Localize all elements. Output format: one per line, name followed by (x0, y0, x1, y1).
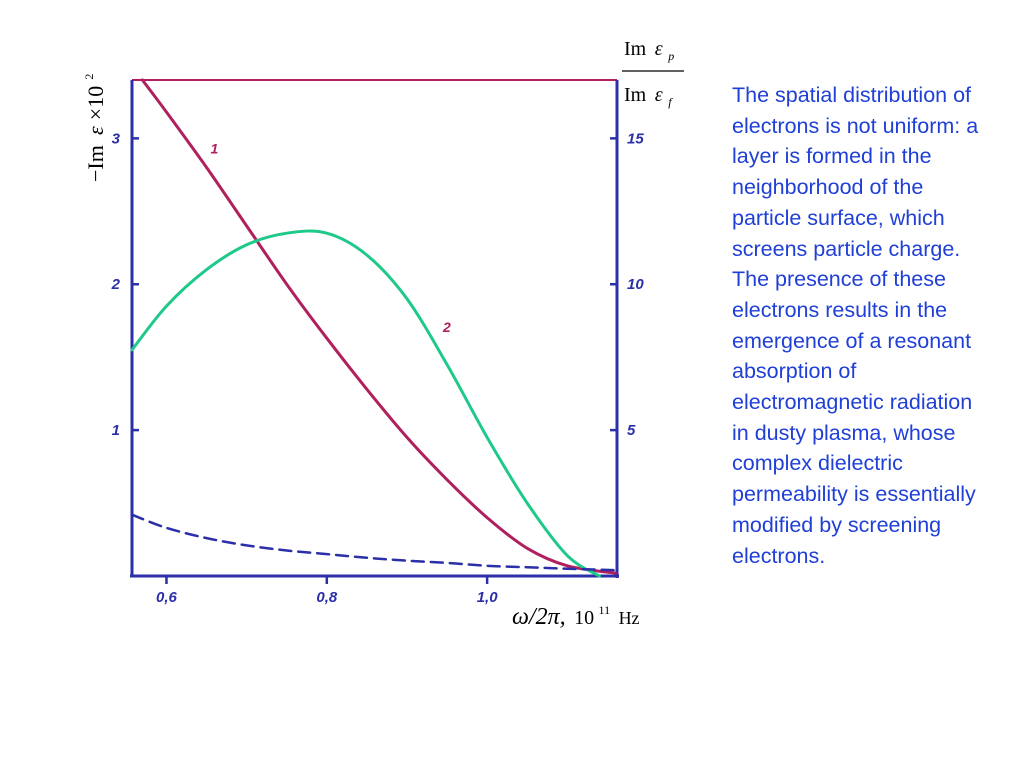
series-line-1 (140, 78, 617, 575)
y-right-tick-label-1: 10 (627, 276, 644, 293)
y-right-tick-label-0: 5 (627, 422, 636, 439)
description-text: The spatial distribution of electrons is… (732, 83, 979, 568)
ylabel-right-den-sub: f (668, 95, 673, 109)
y-axis-left-label: −Im ε ×10 2 (82, 74, 108, 182)
ylabel-left-prefix: −Im (83, 145, 108, 182)
x-tick-label-2: 1,0 (477, 589, 499, 606)
xlabel-exponent: 11 (599, 603, 611, 617)
x-axis-label: ω/2π, 10 11 Hz (512, 601, 640, 630)
y-axis-right-label: Im ε p Im ε f (622, 38, 684, 109)
series-line-2 (130, 229, 601, 578)
xlabel-unit: Hz (619, 608, 640, 628)
y-left-tick-label-1: 2 (111, 276, 121, 293)
svg-text:Im ε p: Im ε p (624, 38, 674, 63)
xlabel-base: 10 (574, 607, 594, 629)
ticks-layer: 0,6 0,8 1,0 1 2 3 5 10 15 (111, 130, 645, 606)
ylabel-left-times: ×10 (83, 86, 108, 120)
svg-text:ω/2π, 10 11: ω/2π, 10 11 Hz (512, 601, 640, 630)
series-layer: 12 (130, 78, 617, 578)
y-left-tick-label-0: 1 (112, 422, 120, 439)
series-label-1: 1 (211, 141, 219, 157)
ylabel-left-symbol: ε (83, 126, 108, 135)
ylabel-right-den-symbol: ε (655, 84, 663, 106)
xlabel-main: ω/2π, (512, 604, 566, 630)
svg-text:−Im ε ×10 2: −Im ε ×10 2 (82, 74, 108, 182)
ylabel-left-exponent: 2 (82, 74, 96, 80)
series-line-dashed (130, 513, 617, 572)
y-right-tick-label-2: 15 (627, 130, 644, 147)
svg-text:Im ε f: Im ε f (624, 84, 673, 109)
x-tick-label-1: 0,8 (316, 589, 338, 606)
ylabel-right-num-sub: p (667, 49, 674, 63)
ylabel-right-num-symbol: ε (655, 38, 663, 60)
ylabel-right-num: Im (624, 38, 647, 60)
y-left-tick-label-2: 3 (112, 130, 121, 147)
ylabel-right-den: Im (624, 84, 647, 106)
series-label-2: 2 (442, 319, 451, 335)
x-tick-label-0: 0,6 (156, 589, 178, 606)
